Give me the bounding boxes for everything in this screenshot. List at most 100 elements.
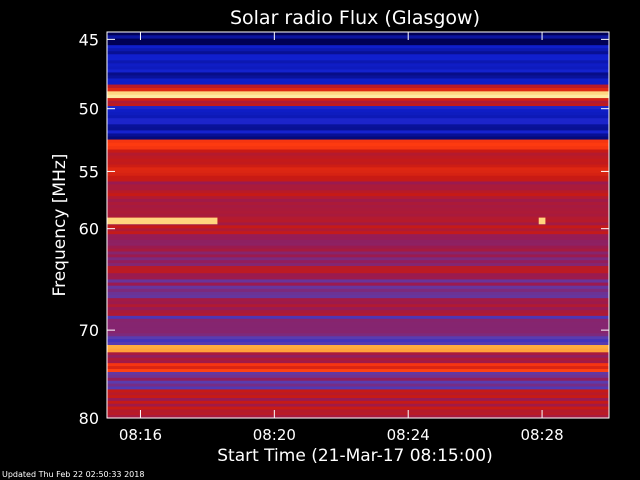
spectrogram-band-row xyxy=(107,222,609,226)
spectrogram-band-row xyxy=(107,257,609,261)
spectrogram-band-row xyxy=(107,112,609,116)
spectrogram-band-row xyxy=(107,415,609,419)
spectrogram-band-row xyxy=(107,403,609,408)
spectrogram-band-row xyxy=(107,130,609,135)
spectrogram-band-row xyxy=(107,263,609,267)
spectrogram-band-row xyxy=(107,167,609,171)
spectrogram-band-row xyxy=(107,142,609,147)
spectrogram-band-row xyxy=(107,127,609,132)
x-tick-label: 08:28 xyxy=(520,426,563,444)
spectrogram-band-row xyxy=(107,207,609,212)
spectrogram-band-row xyxy=(107,315,609,320)
spectrogram-band-row xyxy=(107,98,609,102)
spectrogram-band-row xyxy=(107,298,609,302)
spectrogram-band-row xyxy=(107,310,609,314)
spectrogram-band-row xyxy=(107,288,609,293)
spectrogram-band-row xyxy=(107,133,609,138)
spectrogram-band-row xyxy=(107,91,609,96)
spectrogram-band-row xyxy=(107,295,609,299)
spectrogram-band-row xyxy=(107,78,609,83)
y-tick-label: 80 xyxy=(79,409,99,428)
spectrogram-band-row xyxy=(107,377,609,382)
spectrogram-band-row xyxy=(107,318,609,323)
spectrogram-band-row xyxy=(107,321,609,326)
spectrogram-band-row xyxy=(107,41,609,46)
spectrogram-band-row xyxy=(107,172,609,177)
spectrogram-band-row xyxy=(107,48,609,52)
spectrogram-band-row xyxy=(107,57,609,61)
spectrogram-band-row xyxy=(107,366,609,370)
spectrogram-band-row xyxy=(107,260,609,264)
spectrogram-band-row xyxy=(107,276,609,281)
spectrogram-band-row xyxy=(107,193,609,197)
spectrogram-band-row xyxy=(107,75,609,80)
spectrogram-band-row xyxy=(107,103,609,107)
chart-title: Solar radio Flux (Glasgow) xyxy=(230,7,480,29)
spectrogram-band-row xyxy=(107,225,609,229)
spectrogram-band-row xyxy=(107,35,609,40)
spectrogram-band-row xyxy=(107,395,609,399)
spectrogram-band-row xyxy=(107,339,609,343)
x-axis-label: Start Time (21-Mar-17 08:15:00) xyxy=(217,446,492,466)
spectrogram-band-row xyxy=(107,355,609,359)
spectrogram-band-row xyxy=(107,333,609,337)
spectrogram-band-row xyxy=(107,360,609,364)
spectrogram-band-row xyxy=(107,409,609,413)
spectrogram-band-row xyxy=(107,161,609,166)
spectrogram-band-row xyxy=(107,242,609,247)
spectrogram-band-row xyxy=(107,170,609,174)
spectrogram-band-row xyxy=(107,312,609,317)
spectrogram-band-row xyxy=(107,336,609,340)
spectrogram-band-row xyxy=(107,60,609,64)
spectrogram-band-row xyxy=(107,330,609,334)
spectrogram-band-row xyxy=(107,184,609,188)
x-tick-label: 08:24 xyxy=(387,426,430,444)
spectrogram-band-row xyxy=(107,380,609,385)
spectrogram-band-row xyxy=(107,369,609,373)
spectrogram-band-row xyxy=(107,345,609,350)
spectrogram-band-row xyxy=(107,146,609,151)
spectrogram-band-row xyxy=(107,412,609,416)
spectrogram-band-row xyxy=(107,84,609,89)
spectrogram-band-row xyxy=(107,210,609,215)
updated-timestamp: Updated Thu Feb 22 02:50:33 2018 xyxy=(2,470,145,479)
spectrogram-band-row xyxy=(107,187,609,191)
x-tick-label: 08:16 xyxy=(119,426,162,444)
spectrogram-band-row xyxy=(107,269,609,274)
y-tick-label: 70 xyxy=(79,321,99,340)
spectrogram-band-row xyxy=(107,301,609,305)
spectrogram-band-row xyxy=(107,69,609,74)
spectrogram-burst xyxy=(107,217,218,225)
spectrogram-band-row xyxy=(107,304,609,308)
spectrogram-band-row xyxy=(107,87,609,92)
spectrogram-band-row xyxy=(107,327,609,332)
spectrogram-band-row xyxy=(107,342,609,346)
spectrogram-band-row xyxy=(107,181,609,186)
spectrogram-band-row xyxy=(107,54,609,58)
y-tick-label: 60 xyxy=(79,220,99,239)
spectrogram-band-row xyxy=(107,392,609,396)
spectrogram-band-row xyxy=(107,139,609,144)
spectrogram-band-row xyxy=(107,72,609,77)
spectrogram-band-row xyxy=(107,201,609,206)
spectrogram-band-row xyxy=(107,348,609,353)
spectrogram-band-row xyxy=(107,38,609,43)
spectrogram-band-row xyxy=(107,245,609,250)
spectrogram-band-row xyxy=(107,231,609,235)
spectrogram-band-row xyxy=(107,149,609,154)
spectrogram-band-row xyxy=(107,400,609,405)
spectrogram-band-row xyxy=(107,51,609,55)
spectrogram-band-row xyxy=(107,178,609,183)
spectrogram-band-row xyxy=(107,357,609,362)
spectrogram-band-row xyxy=(107,254,609,258)
spectrogram-band-row xyxy=(107,239,609,244)
y-axis-label: Frequency [MHz] xyxy=(50,154,70,297)
spectrogram-band-row xyxy=(107,115,609,119)
spectrogram-band-row xyxy=(107,397,609,402)
spectrogram-band-row xyxy=(107,307,609,311)
spectrogram-band-row xyxy=(107,219,609,224)
spectrogram-band-row xyxy=(107,136,609,141)
spectrogram-band-row xyxy=(107,81,609,86)
spectrogram-band-row xyxy=(107,66,609,71)
